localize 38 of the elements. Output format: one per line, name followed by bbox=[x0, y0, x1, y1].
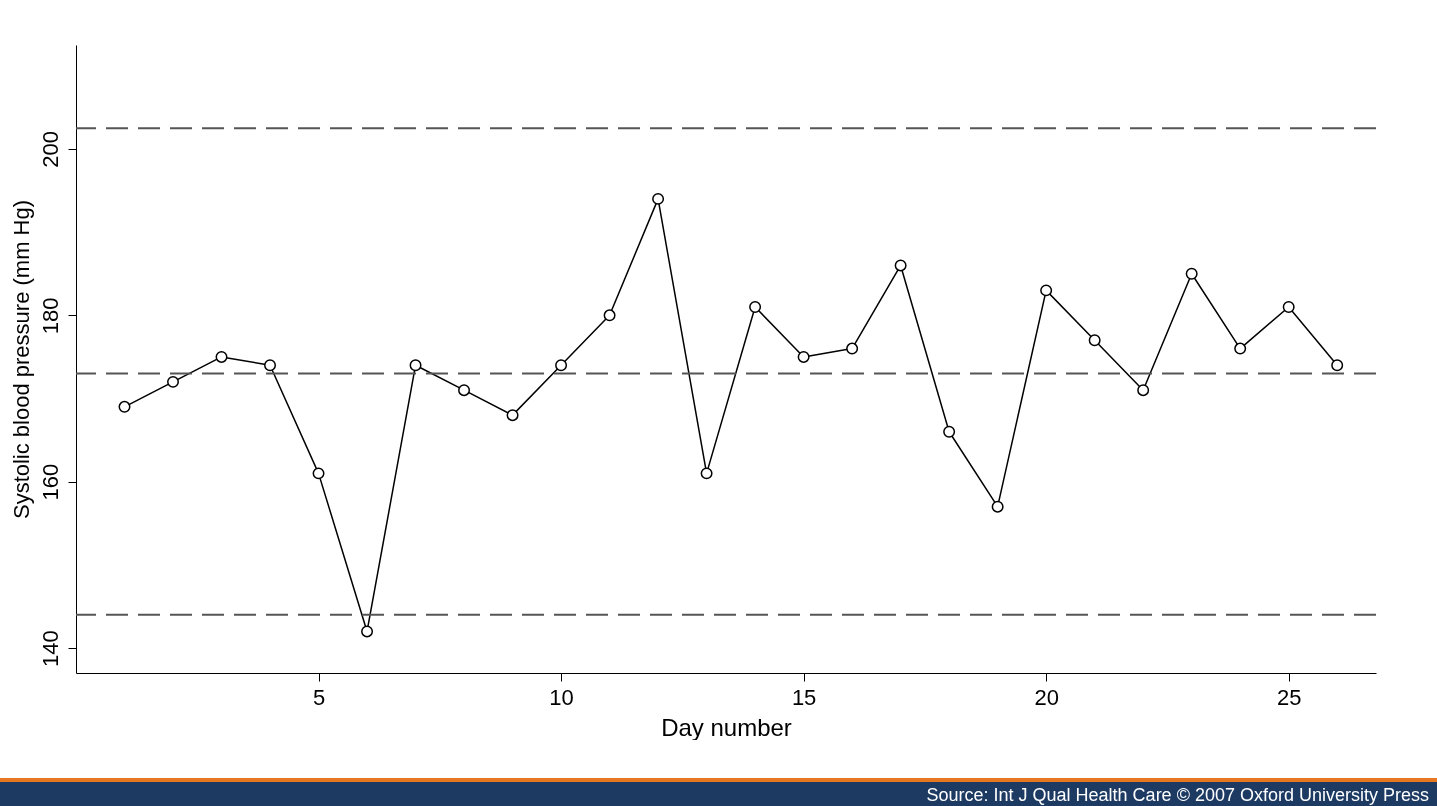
y-tick-label: 140 bbox=[37, 630, 63, 667]
point bbox=[1185, 267, 1198, 280]
point bbox=[361, 625, 374, 638]
point bbox=[312, 467, 325, 480]
point bbox=[846, 342, 859, 355]
point bbox=[991, 500, 1004, 513]
y-tick-label: 200 bbox=[37, 131, 63, 168]
point bbox=[506, 409, 519, 422]
point bbox=[409, 359, 422, 372]
point bbox=[458, 384, 471, 397]
source-note: Source: Int J Qual Health Care © 2007 Oxford University Press bbox=[0, 778, 1437, 806]
point bbox=[215, 350, 228, 363]
point bbox=[652, 192, 665, 205]
point bbox=[1040, 284, 1053, 297]
x-tick-label: 25 bbox=[1276, 684, 1302, 710]
x-tick-label: 20 bbox=[1034, 684, 1059, 710]
point bbox=[167, 375, 180, 388]
point bbox=[555, 359, 568, 372]
point bbox=[700, 467, 713, 480]
point bbox=[1331, 359, 1344, 372]
point bbox=[603, 309, 616, 322]
point bbox=[1137, 384, 1150, 397]
point bbox=[118, 400, 131, 413]
x-tick-label: 5 bbox=[312, 684, 326, 710]
x-tick-label: 15 bbox=[791, 684, 817, 710]
point bbox=[1088, 334, 1101, 347]
point bbox=[943, 425, 956, 438]
point bbox=[749, 301, 762, 313]
point bbox=[1234, 342, 1247, 355]
y-tick-label: 180 bbox=[37, 297, 63, 335]
point bbox=[894, 259, 907, 272]
point bbox=[264, 359, 277, 372]
x-axis-title: Day number bbox=[661, 713, 792, 741]
y-tick-label: 160 bbox=[37, 463, 63, 501]
x-tick-label: 10 bbox=[549, 684, 574, 710]
point bbox=[797, 350, 810, 363]
point bbox=[1282, 301, 1295, 313]
y-axis-title: Systolic blood pressure (mm Hg) bbox=[8, 199, 34, 520]
